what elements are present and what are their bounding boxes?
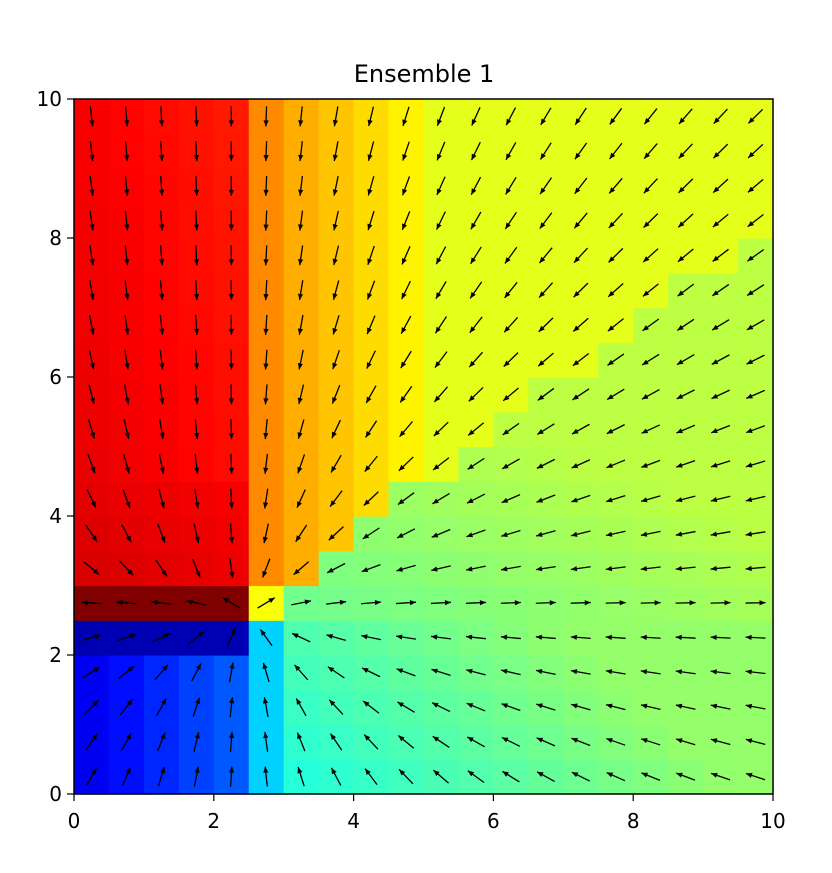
y-tick-label: 8 [49,226,62,250]
x-tick-label: 10 [760,809,785,833]
heatmap-cells [74,99,774,795]
y-tick-label: 0 [49,782,62,806]
y-tick-label: 4 [49,504,62,528]
y-tick-label: 6 [49,365,62,389]
y-tick-label: 2 [49,643,62,667]
x-tick-label: 2 [207,809,220,833]
x-tick-label: 0 [68,809,81,833]
x-tick-label: 6 [487,809,500,833]
x-tick-label: 4 [347,809,360,833]
x-tick-label: 8 [627,809,640,833]
chart-title: Ensemble 1 [354,60,495,88]
y-tick-label: 10 [37,87,62,111]
